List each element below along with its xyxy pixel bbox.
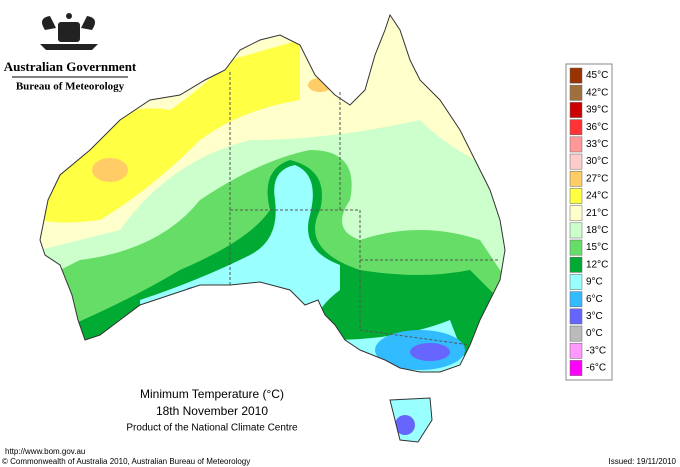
legend-swatch: [569, 274, 583, 290]
legend-swatch: [569, 153, 583, 170]
legend-swatch: [569, 239, 583, 256]
state-borders: [229, 72, 500, 346]
legend-swatch: [569, 308, 583, 325]
agency: Australian Government: [4, 59, 137, 74]
legend-label: 36°C: [586, 122, 608, 133]
map-date: 18th November 2010: [156, 404, 268, 418]
legend-label: 30°C: [586, 156, 608, 167]
legend-swatch: [569, 325, 583, 342]
legend-swatch: [569, 102, 583, 118]
coastline: [39, 13, 506, 443]
coat-of-arms: [40, 13, 98, 50]
legend-swatch: [569, 256, 583, 273]
legend-swatch: [569, 136, 583, 153]
legend-label: 0°C: [586, 328, 603, 339]
legend-label: 3°C: [586, 311, 603, 322]
legend-swatch: [569, 360, 583, 376]
map-title: Minimum Temperature (°C): [140, 387, 284, 401]
legend-label: 18°C: [586, 225, 608, 236]
legend-label: 12°C: [586, 259, 608, 270]
legend-label: 6°C: [586, 294, 603, 305]
legend-swatch: [569, 205, 583, 222]
legend-swatch: [569, 84, 583, 101]
bureau: Bureau of Meteorology: [16, 81, 125, 93]
legend-label: 15°C: [586, 242, 608, 253]
legend-label: 33°C: [586, 139, 608, 150]
legend-label: 42°C: [586, 87, 608, 98]
legend-label: 21°C: [586, 208, 608, 219]
legend-label: 45°C: [586, 70, 608, 81]
legend: 45°C 42°C 39°C 36°C 33°C 30°C 27°C 24°C 21°C 18°C…: [569, 67, 608, 376]
legend-label: 27°C: [586, 173, 608, 184]
legend-swatch: [569, 342, 583, 359]
footer-issued: Issued: 19/11/2010: [609, 457, 677, 466]
legend-label: -3°C: [586, 345, 606, 356]
footer-copyright: © Commonwealth of Australia 2010, Austra…: [2, 457, 250, 466]
legend-swatch: [569, 291, 583, 308]
map-product: Product of the National Climate Centre: [126, 423, 298, 434]
legend-swatch: [569, 222, 583, 239]
legend-swatch: [569, 67, 583, 84]
legend-label: 39°C: [586, 105, 608, 116]
legend-swatch: [569, 170, 583, 187]
footer-url: http://www.bom.gov.au: [5, 447, 85, 456]
legend-label: 24°C: [586, 191, 608, 202]
legend-swatch: [569, 119, 583, 136]
legend-label: -6°C: [586, 363, 606, 374]
legend-swatch: [569, 188, 583, 204]
legend-label: 9°C: [586, 277, 603, 288]
